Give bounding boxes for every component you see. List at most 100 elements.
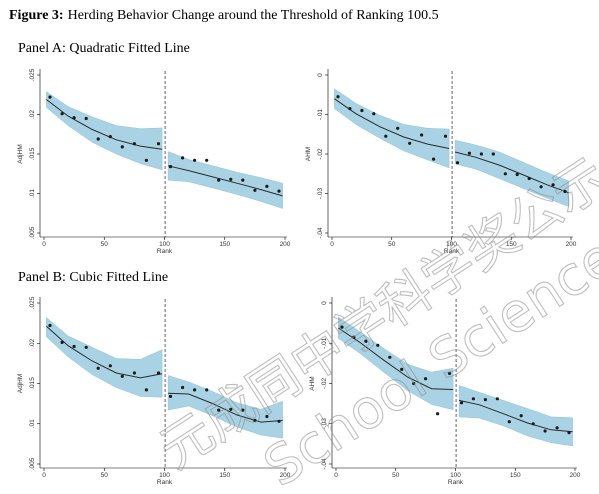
data-point-left (96, 366, 100, 370)
x-axis-label: Rank (448, 479, 464, 486)
data-point-left (432, 157, 436, 161)
data-point-right (563, 189, 567, 194)
x-axis-label: Rank (157, 479, 173, 486)
data-point-left (364, 339, 368, 343)
data-point-left (144, 388, 148, 392)
x-tick-label: 0 (330, 241, 334, 248)
ci-band-left (46, 91, 163, 171)
data-point-left (120, 374, 124, 378)
data-point-right (495, 397, 499, 401)
data-point-left (384, 134, 388, 138)
x-tick-label: 50 (101, 241, 109, 248)
data-point-left (412, 381, 416, 386)
y-tick-label: .015 (29, 147, 36, 160)
data-point-right (483, 398, 487, 402)
x-tick-label: 150 (506, 241, 517, 248)
fitted-line-right (167, 165, 283, 197)
fitted-line-left (46, 99, 163, 150)
data-point-right (543, 429, 547, 433)
data-point-right (205, 158, 209, 162)
data-point-left (376, 343, 380, 347)
data-point-left (60, 112, 64, 116)
x-tick-label: 150 (219, 472, 230, 479)
fitted-line-right (458, 399, 573, 433)
fitted-line-left (338, 327, 454, 390)
data-point-left (348, 107, 352, 111)
data-point-right (217, 408, 221, 412)
data-point-right (253, 418, 257, 423)
data-point-left (156, 142, 161, 146)
data-point-right (527, 176, 531, 181)
data-point-right (555, 426, 559, 430)
x-axis-label: Rank (157, 248, 173, 255)
ci-band-left (46, 316, 163, 398)
figure-title: Figure 3: Herding Behavior Change around … (9, 8, 439, 24)
y-axis-label: AHM (305, 147, 312, 161)
data-point-right (265, 414, 269, 419)
x-tick-label: 200 (280, 241, 291, 248)
ci-band-right (458, 385, 573, 447)
data-point-right (551, 183, 555, 187)
y-tick-label: .025 (29, 296, 36, 309)
data-point-left (396, 126, 400, 130)
data-point-right (168, 165, 173, 169)
data-point-left (60, 340, 64, 344)
data-point-left (84, 116, 88, 121)
y-tick-label: -.04 (317, 227, 324, 239)
data-point-right (229, 177, 233, 181)
x-tick-label: 200 (570, 472, 581, 479)
data-point-left (84, 345, 88, 349)
data-point-left (352, 335, 356, 339)
y-tick-label: -.01 (321, 337, 328, 349)
data-point-right (193, 158, 197, 162)
y-tick-label: -.03 (321, 418, 328, 430)
chart-panel-b-ahm: 0 50 100 150 200 -.04 -.03 -.02 -.01 0 Rank AHM (309, 297, 581, 486)
data-point-right (519, 414, 523, 418)
data-point-left (420, 133, 424, 137)
x-tick-label: 100 (159, 241, 170, 248)
fitted-line-right (454, 151, 569, 194)
fitted-line-right (168, 392, 283, 423)
x-tick-label: 50 (388, 241, 396, 248)
data-point-right (168, 394, 173, 398)
data-point-right (479, 152, 483, 156)
y-axis-label: AdjHM (17, 144, 24, 164)
x-tick-label: 50 (392, 472, 400, 479)
y-tick-label: .02 (29, 110, 36, 119)
x-tick-label: 0 (42, 241, 46, 248)
data-point-left (443, 134, 448, 138)
data-point-right (471, 397, 475, 401)
x-tick-label: 100 (446, 241, 457, 248)
data-point-left (108, 364, 112, 368)
data-point-left (436, 412, 440, 416)
x-tick-label: 50 (101, 472, 109, 479)
y-tick-label: 0 (317, 73, 324, 77)
y-tick-label: .015 (29, 377, 36, 390)
data-point-left (372, 112, 376, 116)
x-tick-label: 100 (159, 472, 170, 479)
data-point-left (48, 95, 52, 99)
data-point-right (459, 401, 464, 405)
x-tick-label: 200 (280, 472, 291, 479)
y-tick-label: .01 (29, 189, 36, 198)
x-tick-label: 150 (219, 241, 230, 248)
y-tick-label: -.01 (317, 109, 324, 121)
data-point-left (424, 377, 428, 381)
data-point-right (531, 422, 535, 426)
y-tick-label: -.02 (321, 378, 328, 390)
data-point-left (400, 367, 404, 371)
data-point-right (205, 388, 209, 392)
data-point-left (96, 137, 100, 141)
data-point-left (408, 141, 412, 145)
data-point-right (515, 172, 519, 177)
data-point-right (539, 185, 543, 189)
data-point-right (507, 420, 511, 424)
fitted-line-left (46, 325, 163, 379)
y-axis-label: AdjHM (17, 374, 24, 394)
data-point-right (503, 172, 507, 176)
data-point-right (241, 178, 245, 182)
watermark: 元成同中学科学奖公示 School Science Aw (149, 147, 599, 494)
fitted-line-left (334, 98, 450, 149)
y-tick-label: -.03 (317, 188, 324, 200)
data-point-right (229, 407, 233, 411)
